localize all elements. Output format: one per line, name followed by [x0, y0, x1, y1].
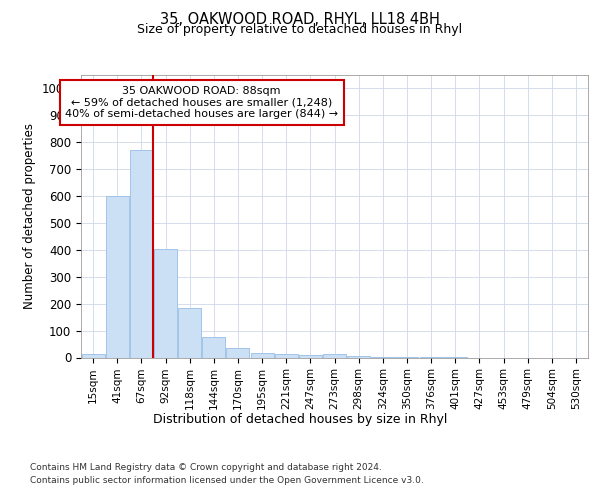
Bar [323, 354, 346, 358]
Text: Contains HM Land Registry data © Crown copyright and database right 2024.: Contains HM Land Registry data © Crown c… [30, 462, 382, 471]
Bar [395, 357, 418, 358]
Text: Distribution of detached houses by size in Rhyl: Distribution of detached houses by size … [153, 412, 447, 426]
Bar [251, 353, 274, 358]
Bar [275, 354, 298, 358]
Bar [130, 150, 153, 358]
Bar [178, 308, 201, 358]
Bar [154, 248, 177, 358]
Y-axis label: Number of detached properties: Number of detached properties [23, 123, 36, 309]
Bar [82, 354, 104, 358]
Bar [226, 348, 250, 358]
Text: 35, OAKWOOD ROAD, RHYL, LL18 4BH: 35, OAKWOOD ROAD, RHYL, LL18 4BH [160, 12, 440, 28]
Text: Contains public sector information licensed under the Open Government Licence v3: Contains public sector information licen… [30, 476, 424, 485]
Bar [106, 196, 128, 358]
Text: 35 OAKWOOD ROAD: 88sqm
← 59% of detached houses are smaller (1,248)
40% of semi-: 35 OAKWOOD ROAD: 88sqm ← 59% of detached… [65, 86, 338, 119]
Bar [371, 356, 394, 358]
Bar [299, 355, 322, 358]
Bar [202, 338, 225, 357]
Bar [347, 356, 370, 358]
Text: Size of property relative to detached houses in Rhyl: Size of property relative to detached ho… [137, 22, 463, 36]
